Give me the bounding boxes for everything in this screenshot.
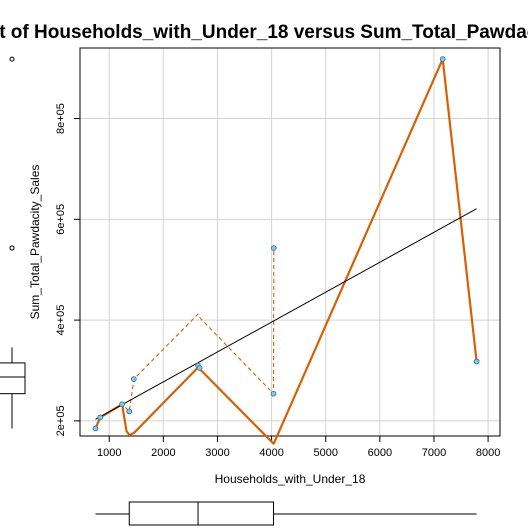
- smooth-lines: [94, 57, 478, 445]
- y-marginal-boxplot: [0, 56, 26, 429]
- x-axis-label: Households_with_Under_18: [215, 472, 366, 486]
- y-tick-label: 6e+05: [55, 204, 67, 235]
- y-boxplot-outlier: [9, 56, 15, 62]
- regression-line: [95, 208, 477, 420]
- data-point: [131, 376, 137, 382]
- x-tick-label: 3000: [205, 447, 229, 459]
- data-points: [92, 56, 480, 432]
- x-marginal-boxplot: [95, 501, 477, 526]
- data-point: [270, 390, 277, 397]
- y-axis-ticks: 2e+05 4e+05 6e+05 8e+05: [55, 103, 80, 436]
- grid: [80, 48, 500, 436]
- data-point: [92, 425, 99, 432]
- data-point: [196, 365, 203, 371]
- y-tick-label: 4e+05: [55, 305, 67, 336]
- x-tick-label: 8000: [476, 447, 500, 459]
- spread-lines: [94, 247, 275, 429]
- data-point: [270, 245, 277, 251]
- x-tick-label: 4000: [259, 447, 283, 459]
- y-axis-label: Sum_Total_Pawdacity_Sales: [28, 165, 42, 320]
- y-boxplot-outlier: [9, 245, 15, 251]
- y-tick-label: 2e+05: [55, 405, 67, 436]
- x-axis-ticks: 1000 2000 3000 4000 5000 6000 7000 8000: [97, 436, 500, 459]
- data-point: [97, 414, 104, 421]
- y-boxplot-box: [0, 362, 26, 395]
- chart-title: Scatterplot of Households_with_Under_18 …: [0, 22, 528, 43]
- plot-frame: [79, 47, 501, 437]
- x-tick-label: 1000: [97, 447, 121, 459]
- data-point: [473, 358, 480, 365]
- x-tick-label: 2000: [151, 447, 175, 459]
- data-point: [439, 56, 446, 62]
- x-tick-label: 5000: [313, 447, 337, 459]
- x-boxplot-box: [128, 501, 274, 526]
- regression-lines: [95, 208, 477, 420]
- spread-line: [94, 247, 275, 429]
- x-tick-label: 7000: [422, 447, 446, 459]
- x-tick-label: 6000: [368, 447, 392, 459]
- y-tick-label: 8e+05: [55, 103, 67, 134]
- data-point: [126, 408, 133, 415]
- data-point: [119, 401, 125, 408]
- smooth-line: [94, 57, 478, 445]
